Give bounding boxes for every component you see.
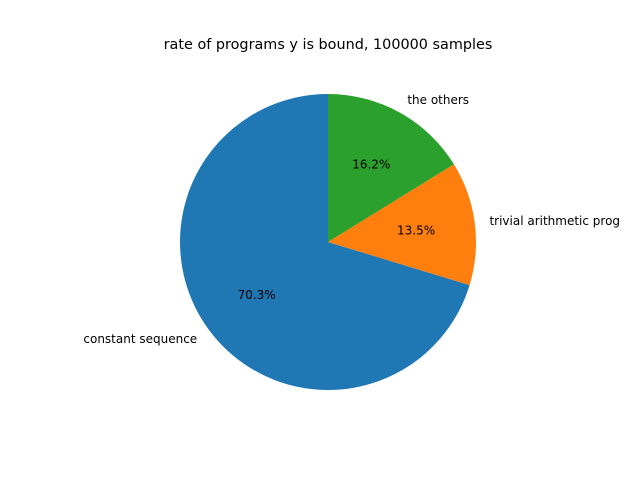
pie-slices (180, 94, 476, 390)
pie-slice-the-others (328, 94, 454, 242)
pie-pct-label-constant-sequence: 70.3% (238, 288, 276, 302)
pie-pct-label-the-others: 16.2% (352, 157, 390, 171)
chart-title: rate of programs y is bound, 100000 samp… (164, 37, 493, 53)
pie-category-label-constant-sequence: constant sequence (83, 332, 197, 346)
pie-category-label-the-others: the others (407, 93, 469, 107)
pie-slice-trivial-arithmetic-prog (328, 164, 476, 286)
pie-pct-label-trivial-arithmetic-prog: 13.5% (397, 224, 435, 238)
pie-slice-constant-sequence (180, 94, 470, 390)
pie-labels: 70.3% constant sequence 13.5% trivial arith… (83, 93, 620, 346)
pie-category-label-trivial-arithmetic-prog: trivial arithmetic prog (489, 214, 620, 228)
